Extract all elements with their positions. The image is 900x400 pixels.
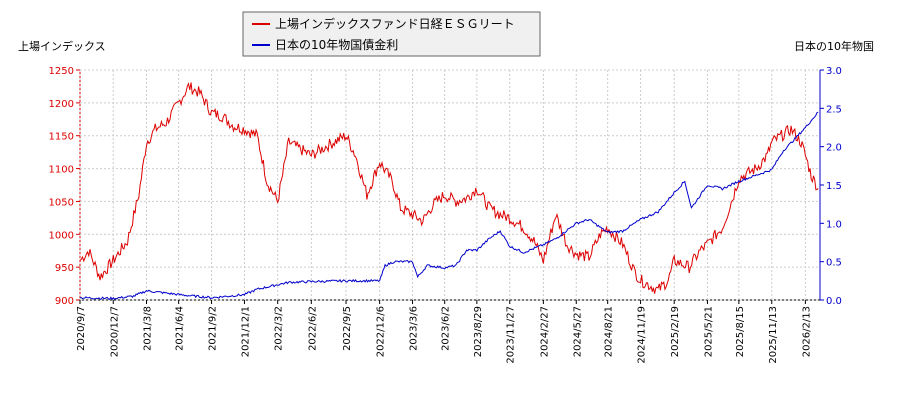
- right-series-line: [79, 111, 819, 301]
- right-axis-title: 日本の10年物国: [794, 39, 874, 53]
- x-tick-label: 2025/2/19: [670, 306, 681, 357]
- x-tick-label: 2022/3/2: [274, 306, 285, 351]
- x-tick-label: 2023/8/29: [473, 306, 484, 357]
- x-tick-label: 2023/11/27: [506, 306, 517, 364]
- right-tick-label: 3.0: [826, 66, 842, 77]
- x-tick-label: 2021/6/4: [175, 306, 186, 351]
- left-tick-label: 1050: [49, 197, 74, 208]
- left-tick-label: 1150: [49, 132, 74, 143]
- x-tick-label: 2021/3/8: [143, 306, 154, 351]
- right-axis-ticks: 0.0 0.5 1.0 1.5 2.0 2.5 3.0: [820, 66, 842, 307]
- x-tick-label: 2025/8/15: [735, 306, 746, 357]
- left-tick-label: 1200: [49, 99, 74, 110]
- x-tick-label: 2023/3/6: [409, 306, 420, 351]
- left-axis-title: 上場インデックス: [18, 39, 106, 53]
- left-tick-label: 1000: [49, 230, 74, 241]
- x-tick-label: 2025/11/13: [768, 306, 779, 364]
- legend-label-right-series: 日本の10年物国債金利: [275, 37, 398, 52]
- right-tick-label: 2.0: [826, 143, 842, 154]
- left-tick-label: 1100: [49, 165, 74, 176]
- left-series-line: [79, 81, 819, 294]
- left-tick-label: 900: [55, 296, 74, 307]
- x-tick-label: 2024/2/27: [539, 306, 550, 357]
- legend-box: [242, 11, 541, 57]
- grid: [79, 69, 820, 301]
- right-tick-label: 1.0: [826, 219, 842, 230]
- x-tick-label: 2020/9/7: [76, 306, 87, 351]
- x-tick-label: 2025/5/21: [703, 306, 714, 357]
- left-axis-ticks: 900 950 1000 1050 1100 1150 1200 1250: [49, 66, 80, 307]
- x-tick-label: 2026/2/13: [801, 306, 812, 357]
- x-tick-label: 2021/12/1: [240, 306, 251, 357]
- x-tick-label: 2021/9/2: [208, 306, 219, 351]
- x-axis-ticks: 2020/9/7 2020/12/7 2021/3/8 2021/6/4 2021/9/…: [76, 300, 812, 364]
- right-tick-label: 1.5: [826, 181, 842, 192]
- x-tick-label: 2023/6/2: [441, 306, 452, 351]
- left-tick-label: 950: [55, 263, 74, 274]
- legend: 上場インデックスファンド日経ＥＳＧリート 日本の10年物国債金利: [242, 11, 541, 57]
- x-tick-label: 2024/11/19: [637, 306, 648, 364]
- series-lines: [79, 81, 819, 301]
- x-tick-label: 2024/5/27: [572, 306, 583, 357]
- right-tick-label: 0.5: [826, 258, 842, 269]
- legend-label-left-series: 上場インデックスファンド日経ＥＳＧリート: [275, 16, 515, 31]
- right-tick-label: 2.5: [826, 104, 842, 115]
- left-tick-label: 1250: [49, 66, 74, 77]
- right-tick-label: 0.0: [826, 296, 842, 307]
- x-tick-label: 2020/12/7: [109, 306, 120, 357]
- x-tick-label: 2022/9/5: [342, 306, 353, 351]
- x-tick-label: 2024/8/21: [604, 306, 615, 357]
- x-tick-label: 2022/12/6: [376, 306, 387, 357]
- x-tick-label: 2022/6/2: [307, 306, 318, 351]
